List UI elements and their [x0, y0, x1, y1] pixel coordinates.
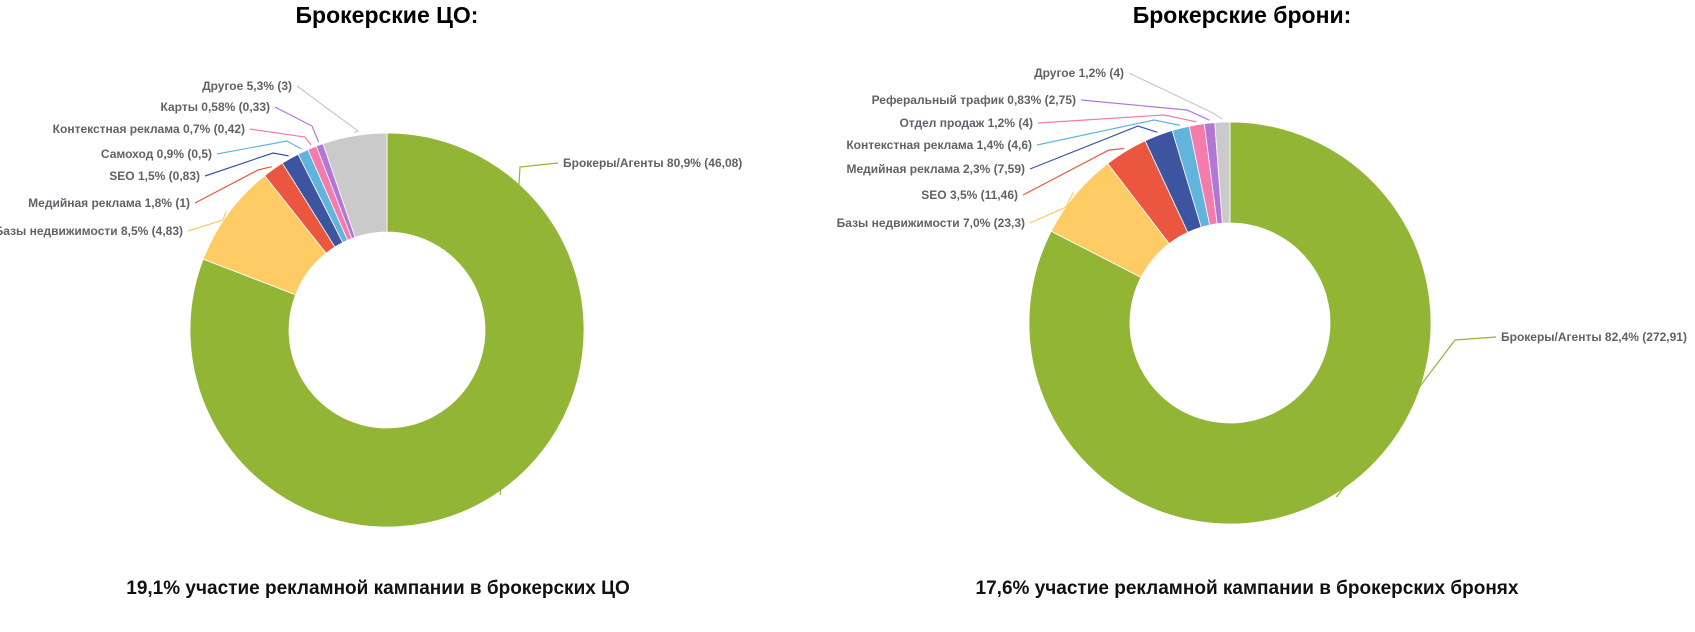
leader-line — [274, 106, 320, 143]
donut-slice[interactable] — [1028, 121, 1432, 525]
slice-label: Контекстная реклама 1,4% (4,6) — [846, 138, 1032, 152]
leader-line — [1080, 99, 1210, 121]
slice-label: Реферальный трафик 0,83% (2,75) — [872, 93, 1076, 107]
slice-label: Брокеры/Агенты 82,4% (272,91) — [1501, 330, 1687, 344]
donut-slice[interactable] — [1214, 121, 1231, 224]
slice-label: Отдел продаж 1,2% (4) — [899, 116, 1033, 130]
leader-line — [187, 211, 227, 232]
slice-label: SEO 3,5% (11,46) — [921, 188, 1018, 202]
slice-label: Другое 1,2% (4) — [1034, 66, 1124, 80]
slice-label: Другое 5,3% (3) — [202, 79, 292, 93]
slice-label: Базы недвижимости 7,0% (23,3) — [837, 216, 1025, 230]
leader-line — [1335, 336, 1497, 498]
slice-label: Базы недвижимости 8,5% (4,83) — [0, 224, 183, 238]
leader-line — [249, 128, 312, 146]
slice-label: Карты 0,58% (0,33) — [161, 100, 270, 114]
leader-line — [1029, 125, 1158, 170]
donut-slice[interactable] — [322, 132, 388, 238]
chart-caption-right: 17,6% участие рекламной кампании в броке… — [975, 578, 1519, 599]
leader-line — [194, 166, 272, 204]
chart-title-left: Брокерские ЦО: — [295, 2, 479, 28]
leader-line — [1029, 191, 1074, 224]
slice-label: Брокеры/Агенты 80,9% (46,08) — [563, 156, 742, 170]
leader-line — [204, 152, 289, 177]
leader-line — [499, 162, 559, 495]
donut-chart-left: Брокеры/Агенты 80,9% (46,08) Базы недвижи… — [0, 79, 742, 528]
donut-slice[interactable] — [189, 132, 585, 528]
leader-line — [1036, 119, 1181, 146]
leader-line — [1037, 114, 1197, 124]
leader-line — [296, 85, 360, 134]
slice-label: Самоход 0,9% (0,5) — [101, 147, 212, 161]
slice-label: Медийная реклама 2,3% (7,59) — [846, 162, 1025, 176]
chart-caption-left: 19,1% участие рекламной кампании в броке… — [126, 578, 630, 599]
leader-line — [1022, 147, 1125, 196]
leader-line — [1128, 72, 1223, 120]
chart-title-right: Брокерские брони: — [1132, 2, 1352, 28]
slice-label: Медийная реклама 1,8% (1) — [28, 196, 190, 210]
slice-label: SEO 1,5% (0,83) — [109, 169, 200, 183]
leader-line — [216, 140, 302, 155]
donut-chart-right: Брокеры/Агенты 82,4% (272,91) Базы недвиж… — [837, 66, 1687, 525]
slice-label: Контекстная реклама 0,7% (0,42) — [53, 122, 245, 136]
